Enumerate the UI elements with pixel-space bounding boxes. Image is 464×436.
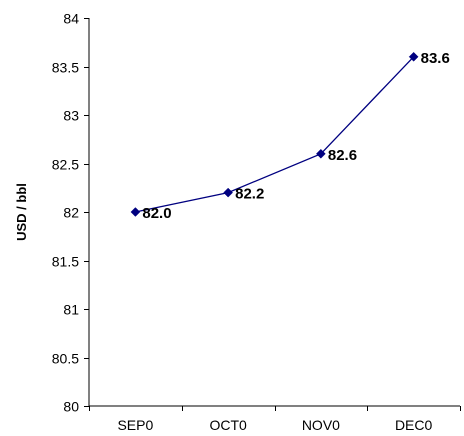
x-tick-label: DEC0 [395, 417, 433, 433]
y-tick-label: 83 [63, 108, 79, 124]
x-tick-label: SEP0 [117, 417, 153, 433]
data-point-marker [408, 51, 419, 62]
data-label: 82.0 [142, 205, 171, 222]
data-point-marker [130, 207, 141, 217]
y-tick-label: 83.5 [52, 60, 79, 76]
data-point-marker [223, 187, 233, 198]
y-tick-label: 80.5 [52, 351, 79, 367]
x-axis-ticks: SEP0 OCT0 NOV0 DEC0 [89, 406, 461, 433]
x-tick-label: OCT0 [209, 417, 247, 433]
data-point-marker [316, 148, 326, 159]
data-label: 83.6 [421, 50, 450, 67]
x-tick-label: NOV0 [302, 417, 340, 433]
series-line [135, 56, 415, 213]
y-tick-label: 84 [63, 11, 79, 27]
series-layer: 82.0 82.2 82.6 83.6 [130, 50, 450, 222]
data-label: 82.2 [235, 186, 264, 203]
y-tick-label: 81.5 [52, 254, 79, 270]
y-axis-title: USD / bbl [14, 183, 29, 241]
data-label: 82.6 [328, 147, 357, 164]
y-tick-label: 82 [63, 205, 79, 221]
y-tick-label: 82.5 [52, 157, 79, 173]
y-tick-label: 81 [63, 302, 79, 318]
y-tick-label: 80 [63, 399, 79, 415]
y-axis-ticks: 80 80.5 81 81.5 82 82.5 83 83.5 84 [52, 11, 89, 415]
